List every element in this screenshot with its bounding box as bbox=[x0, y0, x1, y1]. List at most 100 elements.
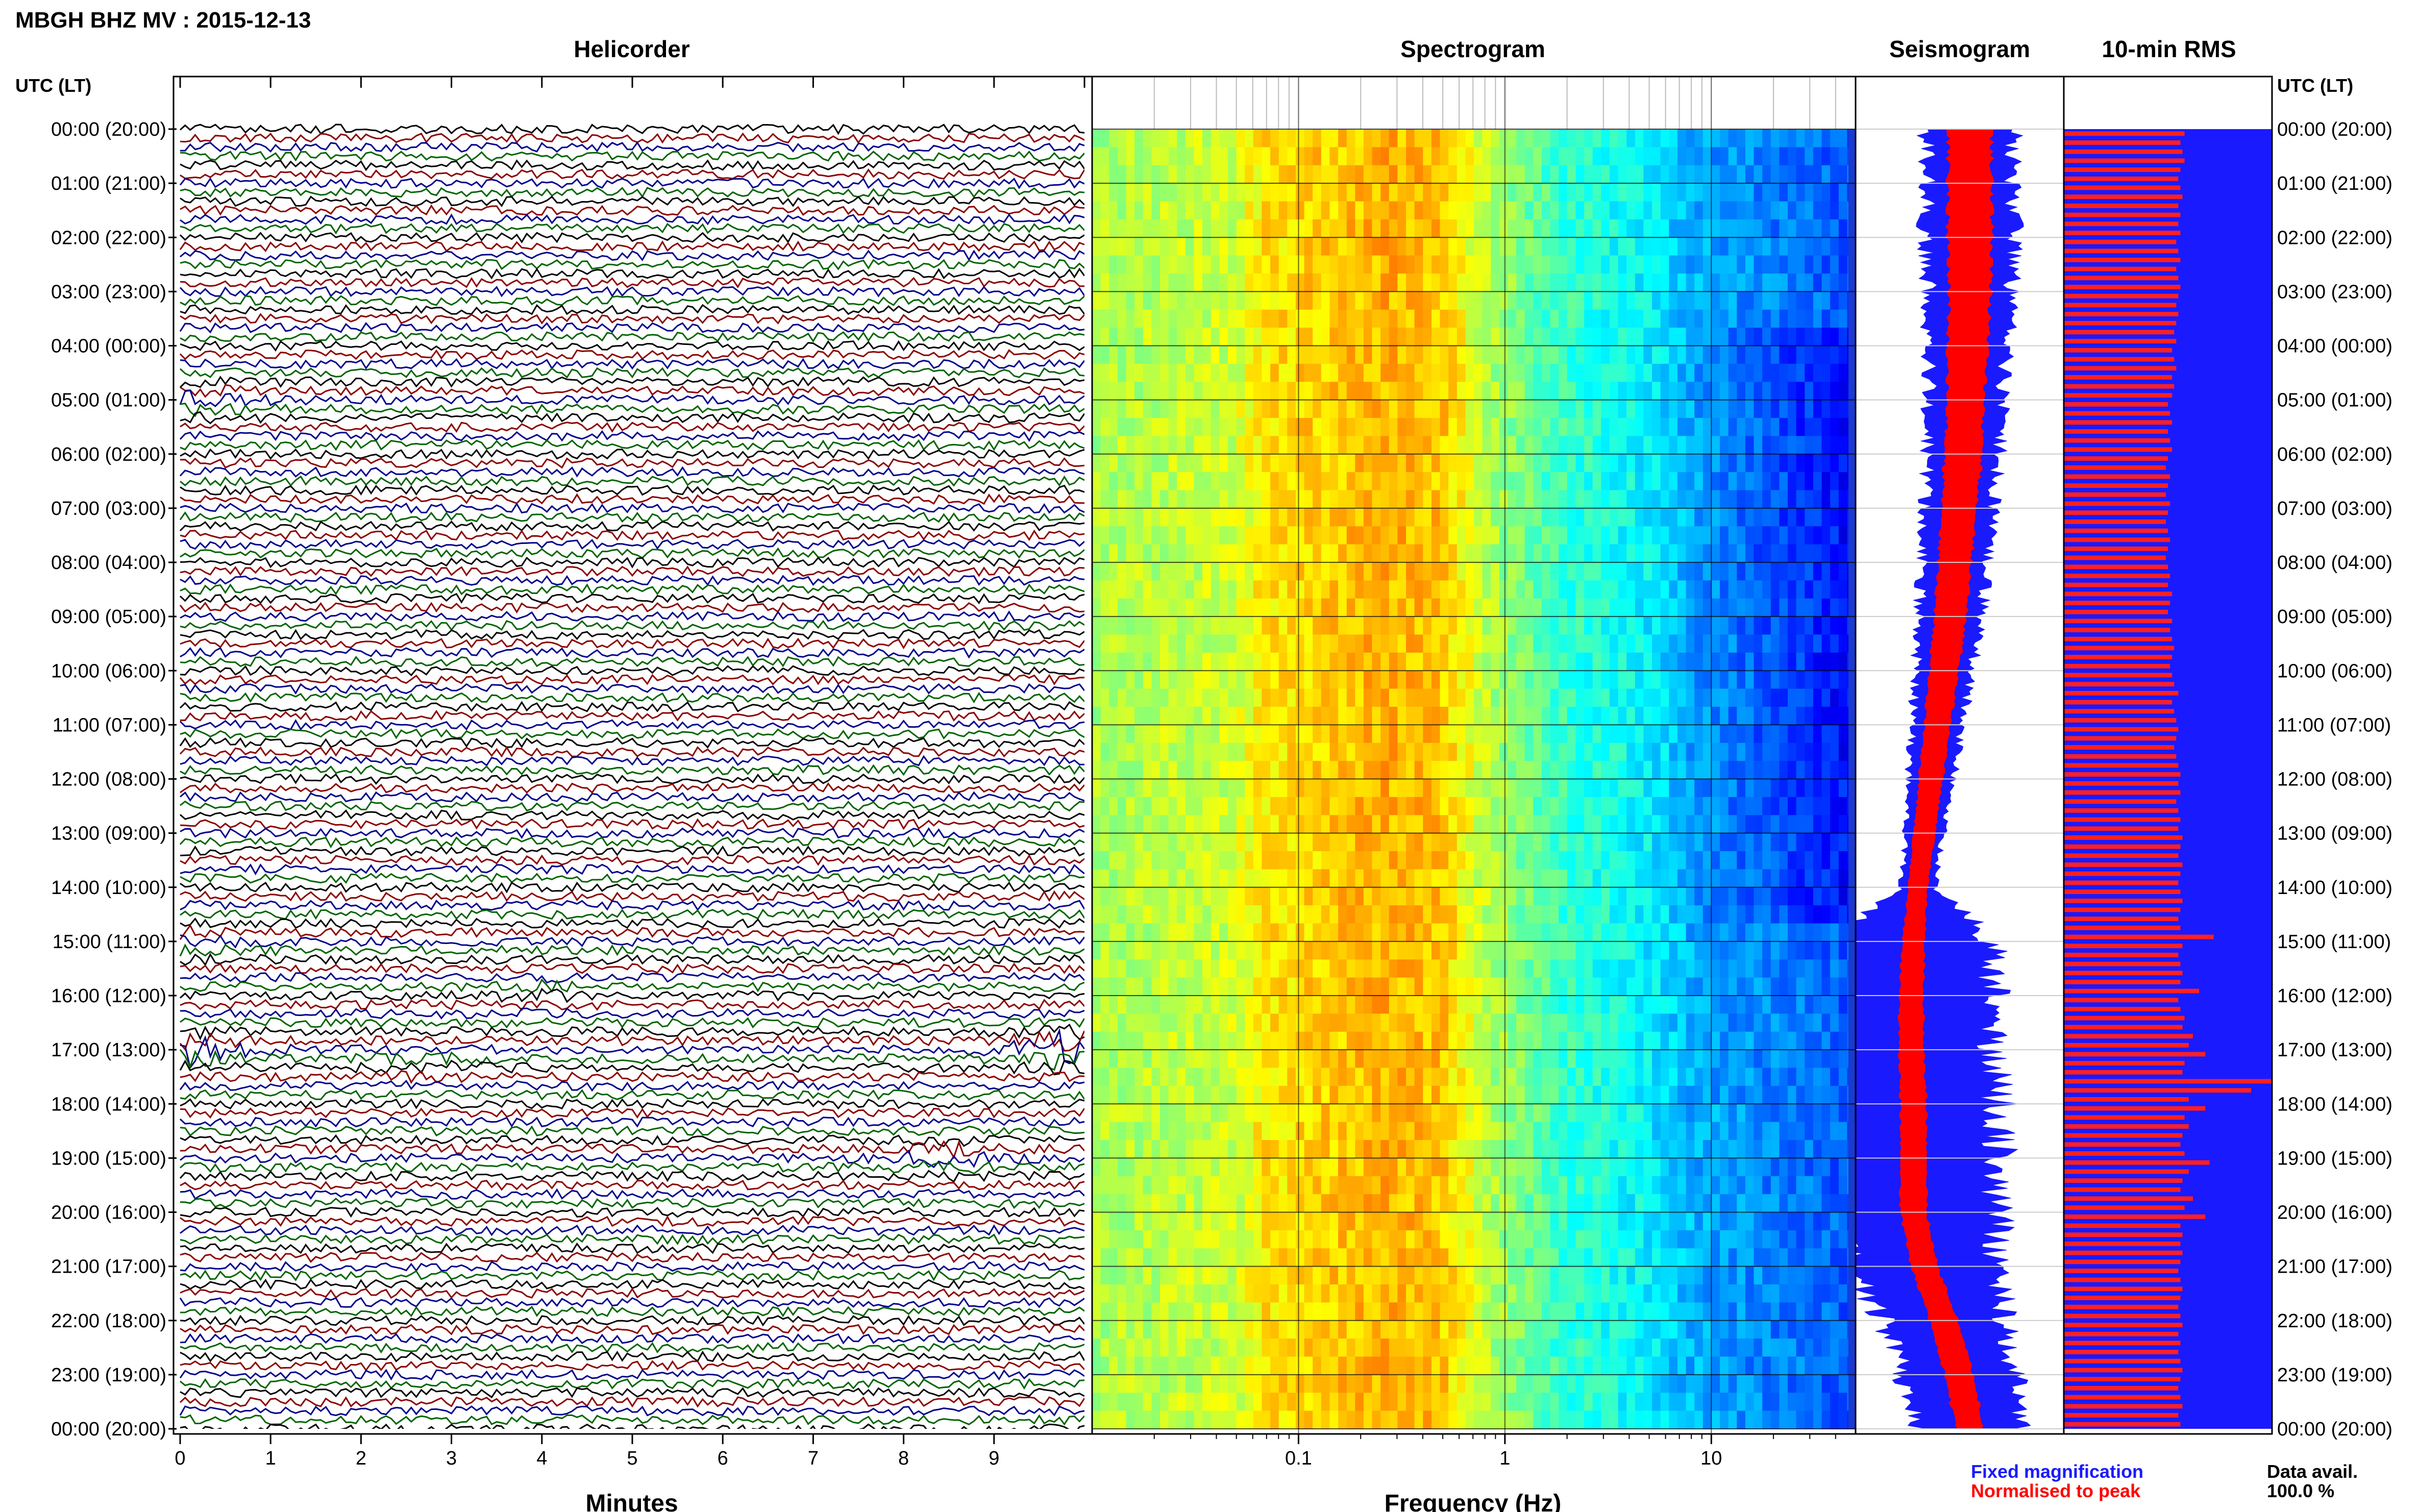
spectrogram-cell bbox=[1805, 725, 1814, 743]
spectrogram-cell bbox=[1499, 1050, 1509, 1069]
spectrogram-cell bbox=[1788, 219, 1797, 238]
spectrogram-cell bbox=[1550, 887, 1559, 906]
spectrogram-cell bbox=[1737, 490, 1746, 509]
spectrogram-cell bbox=[1177, 652, 1186, 672]
spectrogram-cell bbox=[1635, 959, 1644, 978]
spectrogram-cell bbox=[1295, 544, 1305, 563]
spectrogram-cell bbox=[1372, 147, 1381, 166]
spectrogram-cell bbox=[1643, 851, 1652, 870]
spectrogram-cell bbox=[1414, 1068, 1423, 1086]
spectrogram-cell bbox=[1745, 508, 1755, 527]
spectrogram-cell bbox=[1711, 742, 1720, 761]
spectrogram-cell bbox=[1762, 761, 1771, 780]
spectrogram-cell bbox=[1643, 869, 1652, 888]
spectrogram-cell bbox=[1660, 869, 1670, 888]
spectrogram-cell bbox=[1457, 219, 1466, 238]
spectrogram-cell bbox=[1838, 526, 1848, 545]
spectrogram-cell bbox=[1770, 977, 1780, 996]
spectrogram-cell bbox=[1465, 147, 1474, 166]
spectrogram-cell bbox=[1474, 544, 1483, 563]
spectrogram-cell bbox=[1355, 887, 1364, 906]
spectrogram-cell bbox=[1168, 761, 1177, 780]
spectrogram-cell bbox=[1813, 129, 1822, 148]
spectrogram-cell bbox=[1406, 454, 1415, 473]
spectrogram-cell bbox=[1770, 1085, 1780, 1105]
spectrogram-cell bbox=[1440, 165, 1449, 184]
spectrogram-cell bbox=[1109, 562, 1118, 581]
spectrogram-cell bbox=[1406, 1122, 1415, 1141]
spectrogram-cell bbox=[1796, 742, 1805, 761]
spectrogram-cell bbox=[1592, 309, 1602, 328]
spectrogram-cell bbox=[1457, 580, 1466, 599]
spectrogram-cell bbox=[1838, 1050, 1848, 1069]
spectrogram-cell bbox=[1762, 508, 1771, 527]
spectrogram-cell bbox=[1694, 598, 1704, 617]
spectrogram-cell bbox=[1287, 291, 1296, 310]
spectrogram-cell bbox=[1559, 291, 1568, 310]
spectrogram-cell bbox=[1567, 129, 1576, 148]
spectrogram-cell bbox=[1092, 977, 1101, 996]
spectrogram-cell bbox=[1092, 165, 1101, 184]
spectrogram-cell bbox=[1737, 779, 1746, 798]
spectrogram-cell bbox=[1796, 1013, 1805, 1032]
spectrogram-cell bbox=[1389, 345, 1398, 364]
spectrogram-cell bbox=[1686, 1104, 1695, 1123]
spectrogram-cell bbox=[1702, 309, 1712, 328]
spectrogram-cell bbox=[1253, 472, 1263, 491]
spectrogram-cell bbox=[1160, 544, 1169, 563]
spectrogram-cell bbox=[1406, 201, 1415, 220]
spectrogram-cell bbox=[1457, 418, 1466, 437]
spectrogram-cell bbox=[1805, 165, 1814, 184]
spectrogram-cell bbox=[1618, 309, 1627, 328]
spectrogram-cell bbox=[1524, 1050, 1534, 1069]
spectrogram-cell bbox=[1770, 996, 1780, 1014]
spectrogram-cell bbox=[1151, 562, 1161, 581]
spectrogram-cell bbox=[1762, 779, 1771, 798]
spectrogram-cell bbox=[1465, 1050, 1474, 1069]
spectrogram-cell bbox=[1584, 1050, 1593, 1069]
spectrogram-cell bbox=[1796, 129, 1805, 148]
spectrogram-cell bbox=[1805, 454, 1814, 473]
spectrogram-cell bbox=[1406, 833, 1415, 852]
spectrogram-cell bbox=[1134, 562, 1144, 581]
spectrogram-cell bbox=[1389, 454, 1398, 473]
spectrogram-cell bbox=[1295, 562, 1305, 581]
spectrogram-cell bbox=[1313, 779, 1322, 798]
spectrogram-cell bbox=[1134, 255, 1144, 274]
spectrogram-cell bbox=[1482, 869, 1491, 888]
spectrogram-cell bbox=[1440, 274, 1449, 292]
spectrogram-cell bbox=[1313, 309, 1322, 328]
spectrogram-cell bbox=[1262, 1050, 1271, 1069]
spectrogram-cell bbox=[1788, 165, 1797, 184]
spectrogram-cell bbox=[1626, 147, 1636, 166]
spectrogram-cell bbox=[1542, 725, 1551, 743]
spectrogram-cell bbox=[1482, 996, 1491, 1014]
spectrogram-cell bbox=[1278, 255, 1288, 274]
spectrogram-cell bbox=[1618, 1068, 1627, 1086]
spectrogram-cell bbox=[1151, 851, 1161, 870]
spectrogram-cell bbox=[1092, 201, 1101, 220]
spectrogram-cell bbox=[1363, 219, 1373, 238]
spectrogram-cell bbox=[1754, 923, 1763, 942]
spectrogram-cell bbox=[1406, 237, 1415, 256]
spectrogram-cell bbox=[1737, 544, 1746, 563]
spectrogram-cell bbox=[1550, 761, 1559, 780]
spectrogram-cell bbox=[1448, 652, 1458, 672]
spectrogram-cell bbox=[1669, 345, 1678, 364]
spectrogram-cell bbox=[1660, 183, 1670, 202]
spectrogram-cell bbox=[1245, 996, 1254, 1014]
spectrogram-cell bbox=[1643, 688, 1652, 707]
spectrogram-cell bbox=[1431, 815, 1441, 834]
spectrogram-cell bbox=[1380, 382, 1390, 401]
spectrogram-cell bbox=[1329, 725, 1339, 743]
spectrogram-cell bbox=[1770, 869, 1780, 888]
spectrogram-cell bbox=[1745, 634, 1755, 653]
spectrogram-cell bbox=[1788, 707, 1797, 726]
spectrogram-cell bbox=[1126, 725, 1135, 743]
spectrogram-cell bbox=[1109, 309, 1118, 328]
spectrogram-cell bbox=[1372, 1050, 1381, 1069]
spectrogram-cell bbox=[1253, 219, 1263, 238]
spectrogram-cell bbox=[1414, 1122, 1423, 1141]
spectrogram-cell bbox=[1177, 688, 1186, 707]
spectrogram-cell bbox=[1474, 905, 1483, 924]
